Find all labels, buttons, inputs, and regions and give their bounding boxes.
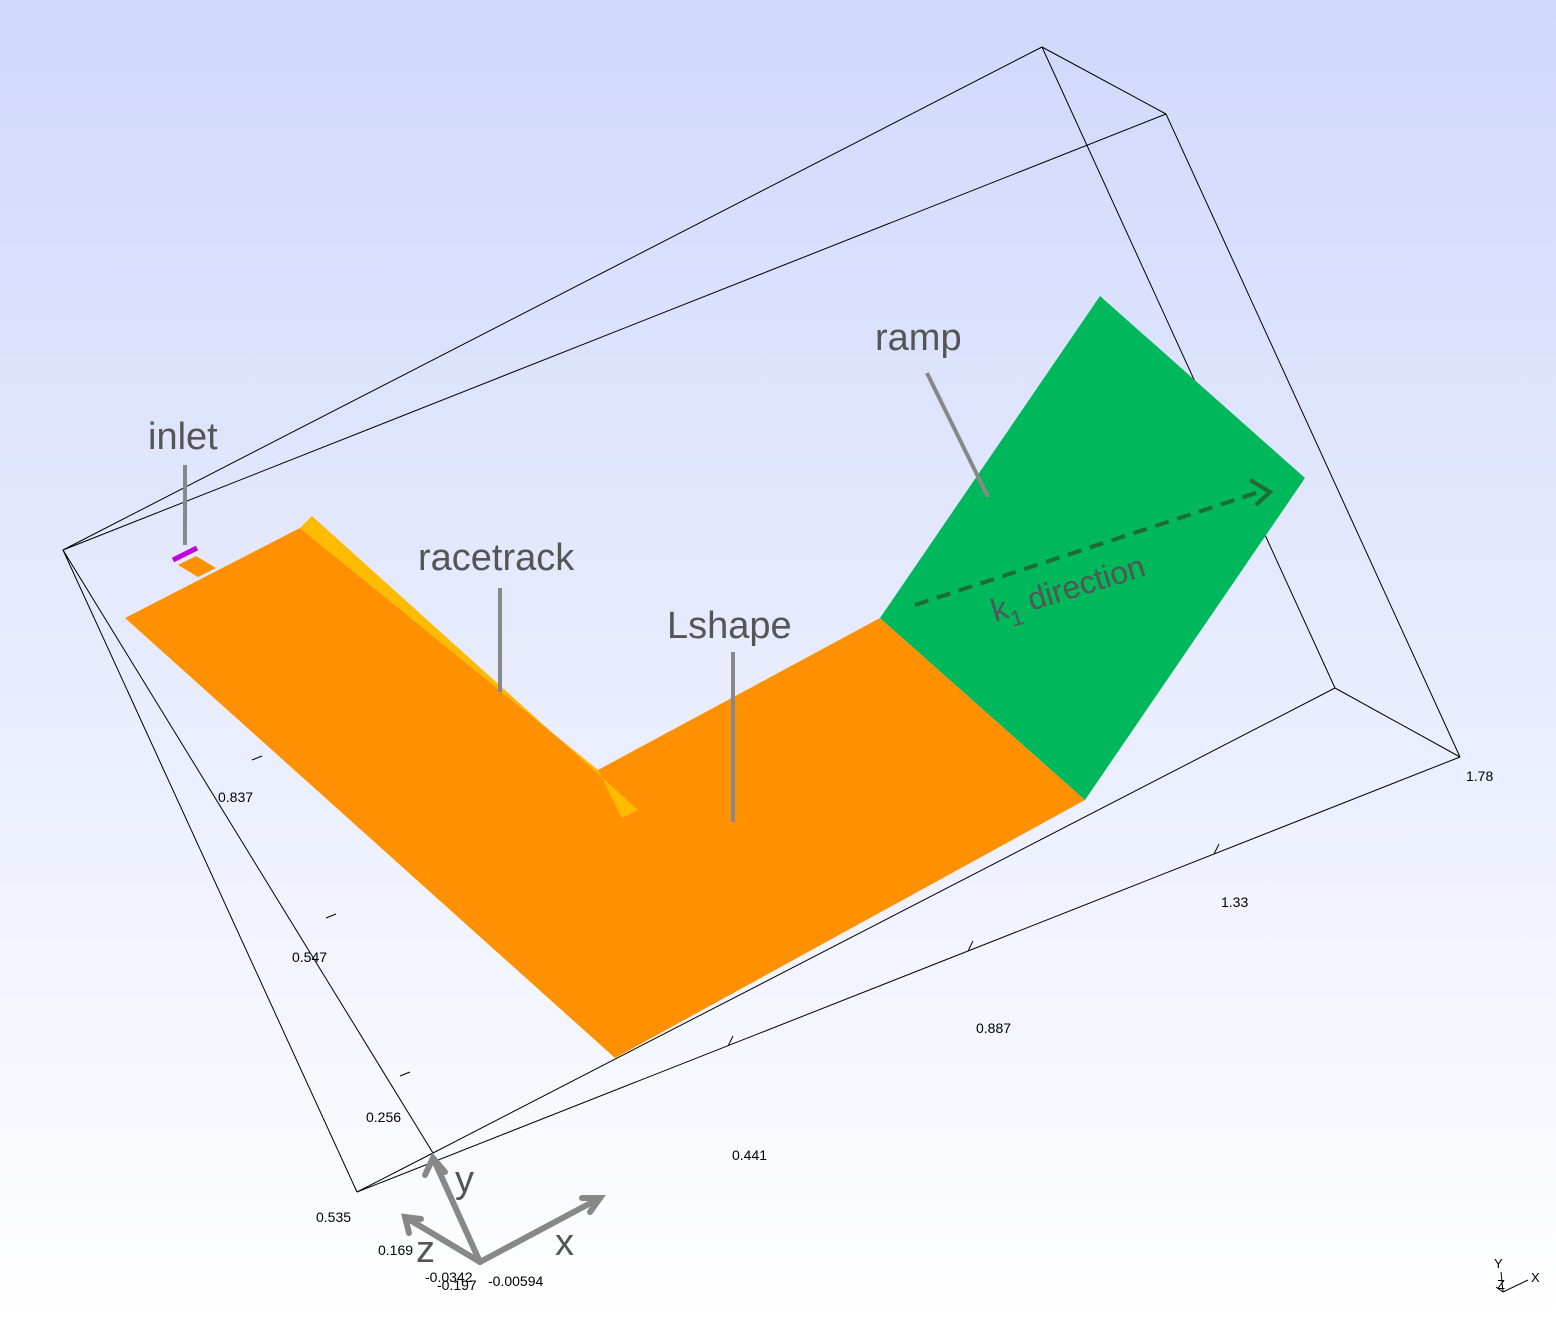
orientation-label: X — [1531, 1270, 1540, 1285]
triad-label: x — [555, 1222, 574, 1264]
direction-arrow — [914, 488, 1266, 607]
triad-label: z — [416, 1229, 435, 1271]
axis-triad — [401, 1152, 606, 1265]
racetrack-surface — [300, 516, 638, 818]
tick-label: -0.0342 — [425, 1269, 473, 1285]
orientation-label: Y — [1494, 1256, 1503, 1271]
tick-label: 0.547 — [292, 949, 327, 965]
lshape-surface — [125, 528, 1085, 1058]
tick-label: 1.33 — [1221, 894, 1248, 910]
direction-arrowhead — [1248, 478, 1274, 507]
tick-label: 0.441 — [732, 1147, 767, 1163]
orientation-widget — [1495, 1271, 1529, 1293]
tick-label: -0.197 — [437, 1277, 477, 1293]
label: Lshape — [667, 605, 792, 647]
label: racetrack — [418, 537, 575, 579]
label: ramp — [875, 317, 962, 359]
orientation-label: Z — [1497, 1277, 1505, 1292]
leader-line — [925, 372, 990, 498]
tick-label: 0.535 — [316, 1209, 351, 1225]
tick-label: 0.837 — [218, 789, 253, 805]
tick-label: -0.00594 — [488, 1273, 543, 1289]
bounding-box — [62, 46, 1461, 1193]
tick-label: 0.169 — [378, 1242, 413, 1258]
tick-label: 0.887 — [976, 1020, 1011, 1036]
tick-label: 1.78 — [1466, 768, 1493, 784]
label: inlet — [148, 416, 218, 458]
tick-label: 0.256 — [366, 1109, 401, 1125]
inlet-surface — [171, 545, 199, 563]
inlet-stem — [178, 556, 216, 577]
triad-label: y — [455, 1159, 474, 1201]
